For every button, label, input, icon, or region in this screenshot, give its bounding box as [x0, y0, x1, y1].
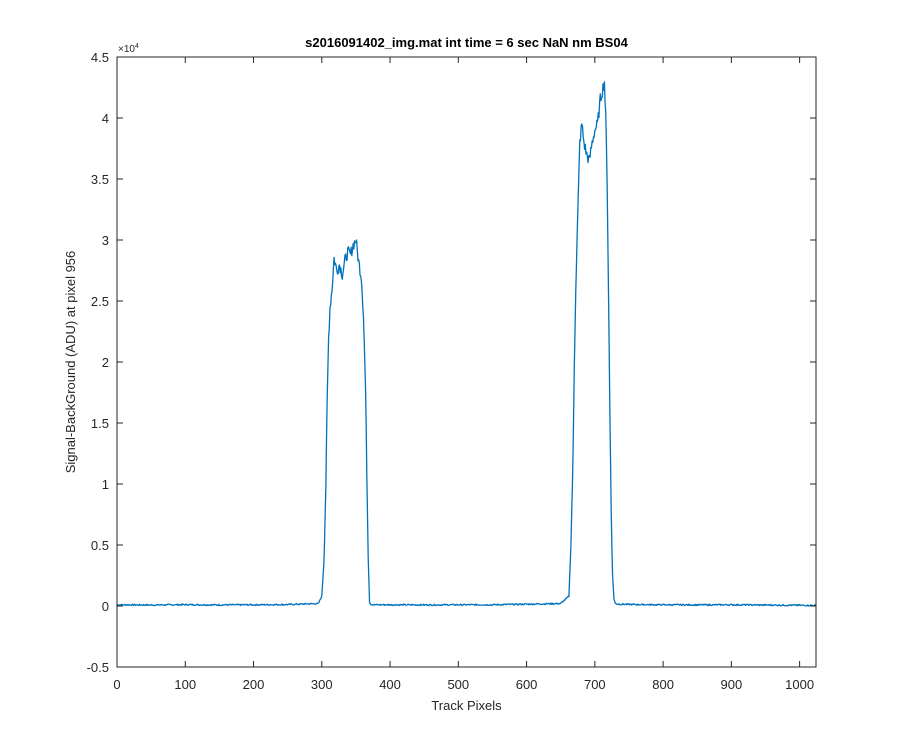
y-tick-label: 4.5: [91, 50, 109, 65]
x-tick-label: 1000: [785, 677, 814, 692]
y-tick-label: 0: [102, 599, 109, 614]
y-tick-label: 0.5: [91, 538, 109, 553]
y-tick-label: 1: [102, 477, 109, 492]
y-axis-exponent: ×104: [118, 43, 139, 55]
x-axis-label: Track Pixels: [431, 698, 502, 713]
x-tick-label: 700: [584, 677, 606, 692]
y-tick-label: 1.5: [91, 416, 109, 431]
x-tick-label: 0: [113, 677, 120, 692]
y-tick-label: 3.5: [91, 172, 109, 187]
y-tick-label: 3: [102, 233, 109, 248]
x-tick-label: 600: [516, 677, 538, 692]
y-tick-label: 4: [102, 111, 109, 126]
plot-area: [117, 57, 816, 667]
y-exponent-base: ×10: [118, 44, 135, 55]
x-tick-label: 800: [652, 677, 674, 692]
y-tick-label: 2.5: [91, 294, 109, 309]
x-tick-label: 500: [447, 677, 469, 692]
x-tick-label: 400: [379, 677, 401, 692]
y-tick-label: 2: [102, 355, 109, 370]
axes: 0 100 200 300 400 500 600 700 800 900 1000 -0.5 0 0.5…: [87, 50, 817, 692]
series-line-0: [117, 81, 816, 607]
x-tick-label: 900: [721, 677, 743, 692]
chart-title: s2016091402_img.mat int time = 6 sec NaN…: [305, 35, 628, 50]
y-exponent-power: 4: [135, 43, 139, 50]
y-tick-label: -0.5: [87, 660, 109, 675]
x-tick-label: 100: [174, 677, 196, 692]
x-tick-label: 200: [243, 677, 265, 692]
x-tick-label: 300: [311, 677, 333, 692]
y-axis-label: Signal-BackGround (ADU) at pixel 956: [63, 251, 78, 474]
